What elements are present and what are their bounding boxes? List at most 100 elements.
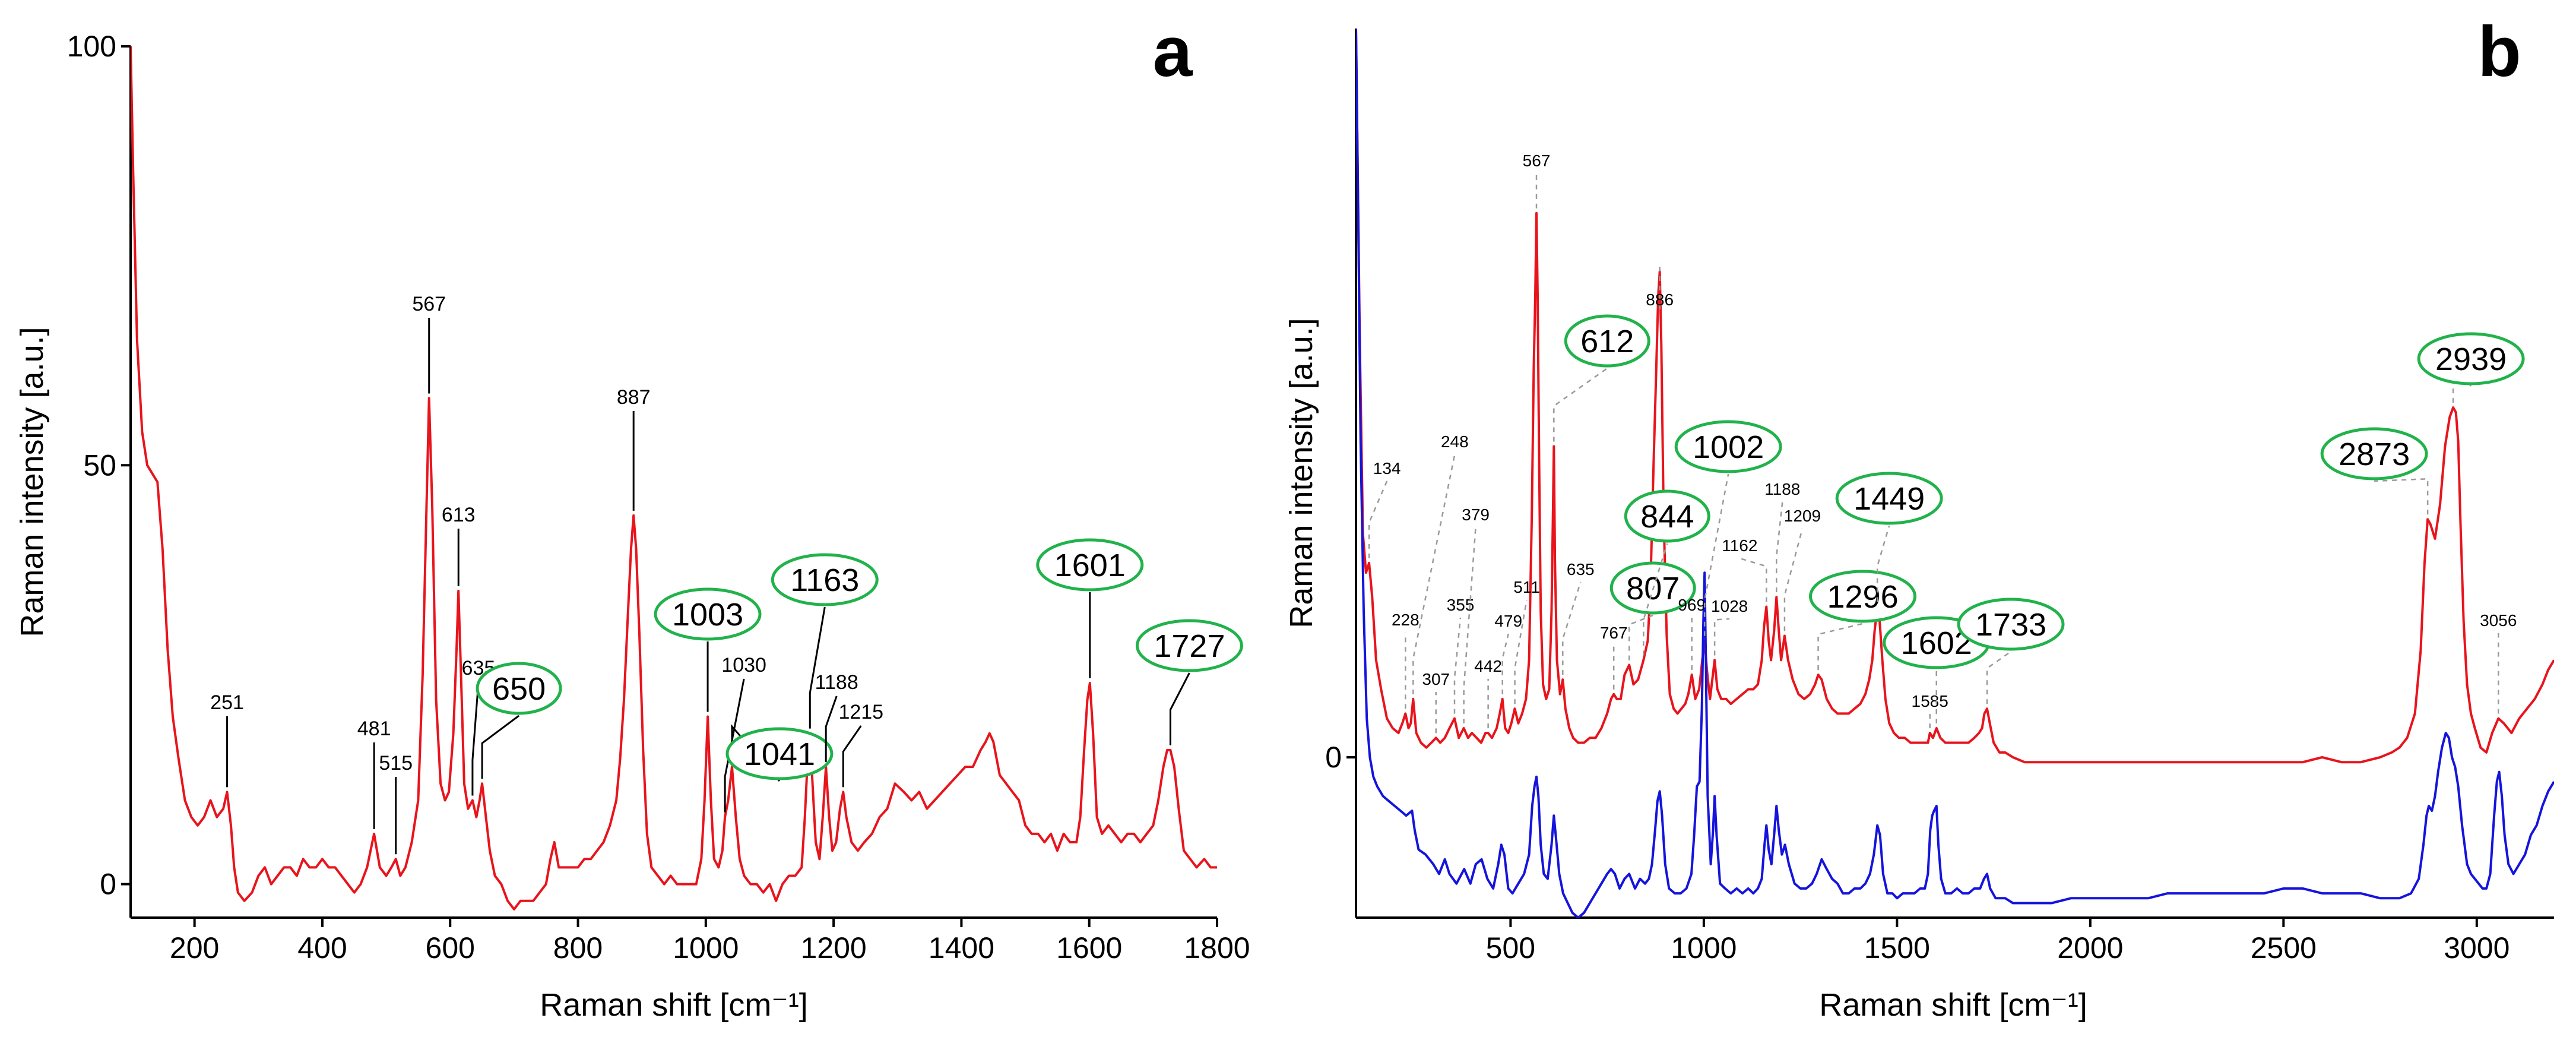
peak-circle (654, 587, 762, 641)
peak-circle (771, 553, 879, 606)
peak-label: 251 (210, 691, 244, 714)
leader-line (1562, 581, 1582, 675)
peak-label-circled: 1727 (1154, 628, 1225, 664)
y-tick-label: 0 (1325, 741, 1342, 774)
peak-label-circled: 1601 (1054, 548, 1126, 583)
peak-label: 1188 (815, 671, 858, 694)
panel-a-chart: 200 400 600 800 1000 1200 1400 1600 1800 0 50 100 Ra… (14, 12, 1250, 1023)
x-tick-label: 200 (170, 931, 219, 965)
leader-line (1876, 525, 1890, 602)
peak-circle (476, 662, 562, 715)
x-tick-label: 400 (297, 931, 347, 965)
peak-label: 767 (1600, 624, 1628, 642)
x-tick-label: 1000 (673, 931, 739, 965)
peak-label-circled: 2939 (2435, 342, 2507, 377)
peak-label: 511 (1513, 578, 1540, 596)
leader-line (1713, 618, 1730, 656)
series-line-blue-spectrum (1356, 29, 2554, 918)
peak-circle (2417, 332, 2525, 385)
leader-line (1986, 650, 2011, 704)
x-axis-title: Raman shift [cm⁻¹] (540, 987, 808, 1023)
leader-line (2452, 365, 2472, 403)
series-group (131, 46, 1217, 911)
leader-line (1453, 617, 1462, 714)
leader-line (1703, 473, 1729, 636)
x-tick-label: 1000 (1671, 931, 1737, 965)
peak-label-circled: 1733 (1975, 607, 2046, 643)
leader-line (1501, 633, 1509, 694)
leader-line (1643, 543, 1668, 656)
peak-circle (1135, 619, 1243, 672)
peak-circle (1624, 489, 1710, 543)
peak-circle (1835, 472, 1943, 525)
peak-label: 442 (1474, 657, 1502, 675)
peak-label: 969 (1678, 596, 1706, 614)
y-tick-label: 0 (100, 868, 116, 901)
leader-line (1412, 454, 1456, 694)
peak-label: 1162 (1722, 536, 1757, 555)
peak-label: 1215 (838, 701, 883, 723)
peak-label-circled: 650 (492, 671, 546, 707)
panel-letter: a (1153, 12, 1193, 91)
peak-label: 1209 (1784, 507, 1821, 525)
series-line-spectrum (131, 46, 1217, 911)
x-tick-label: 800 (553, 931, 603, 965)
leader-line (825, 696, 838, 763)
y-axis-title: Raman intensity [a.u.] (1284, 318, 1319, 628)
x-tick-label: 3000 (2444, 931, 2510, 965)
peak-label-circled: 1449 (1853, 481, 1925, 517)
peak-label: 567 (1523, 151, 1551, 170)
x-tick-label: 2500 (2251, 931, 2317, 965)
x-axis-title: Raman shift [cm⁻¹] (1819, 987, 2087, 1023)
peak-label: 886 (1646, 290, 1674, 309)
peak-label: 307 (1422, 670, 1450, 688)
leader-line (1553, 367, 1608, 442)
leader-line (842, 725, 862, 788)
peak-label: 1188 (1764, 480, 1800, 498)
x-tick-label: 1800 (1184, 931, 1250, 965)
peak-label-circled: 1003 (672, 597, 743, 633)
panel-b-chart: 500100015002000250030000200Raman shift [… (1284, 12, 2554, 1023)
leader-line (1463, 527, 1476, 723)
panel-letter: b (2477, 12, 2521, 91)
leader-line (1628, 614, 1653, 660)
peak-label: 635 (1567, 560, 1595, 579)
peak-label-circled: 1163 (790, 562, 859, 598)
leader-line (471, 681, 480, 796)
x-tick-label: 1200 (801, 931, 867, 965)
series-line-red-spectrum (1356, 29, 2554, 764)
y-tick-label: 50 (83, 448, 116, 482)
y-axis-title: Raman intensity [a.u.] (14, 327, 50, 637)
peak-label-circled: 1002 (1693, 429, 1764, 465)
y-tick-label: 100 (67, 30, 116, 63)
leader-line (2374, 478, 2429, 515)
leader-line (1169, 672, 1190, 745)
peak-label-circled: 1041 (744, 736, 815, 772)
peak-label: 228 (1392, 611, 1420, 629)
peak-label: 1028 (1711, 597, 1748, 615)
peak-label-circled: 2873 (2339, 437, 2410, 472)
leader-line (1368, 481, 1388, 558)
peak-label: 1585 (1912, 692, 1948, 710)
peak-label: 3056 (2480, 611, 2517, 630)
series-group (1356, 29, 2554, 918)
peak-label: 248 (1441, 432, 1469, 451)
leader-line (1776, 501, 1783, 593)
x-tick-label: 1500 (1864, 931, 1930, 965)
peak-label: 479 (1494, 612, 1522, 630)
peak-label: 515 (379, 752, 413, 775)
peak-label: 567 (412, 293, 446, 315)
peak-label-circled: 612 (1580, 324, 1634, 359)
leader-line (809, 606, 826, 729)
x-tick-label: 2000 (2057, 931, 2123, 965)
leader-line (1739, 557, 1767, 602)
peak-label-circled: 844 (1640, 499, 1694, 535)
peak-circle (1809, 570, 1917, 623)
leader-line (724, 678, 745, 813)
peak-circle (1036, 538, 1144, 592)
peak-label: 379 (1462, 505, 1490, 524)
leader-line (1514, 599, 1528, 704)
peak-circle (1957, 598, 2065, 651)
leader-line (481, 715, 519, 779)
